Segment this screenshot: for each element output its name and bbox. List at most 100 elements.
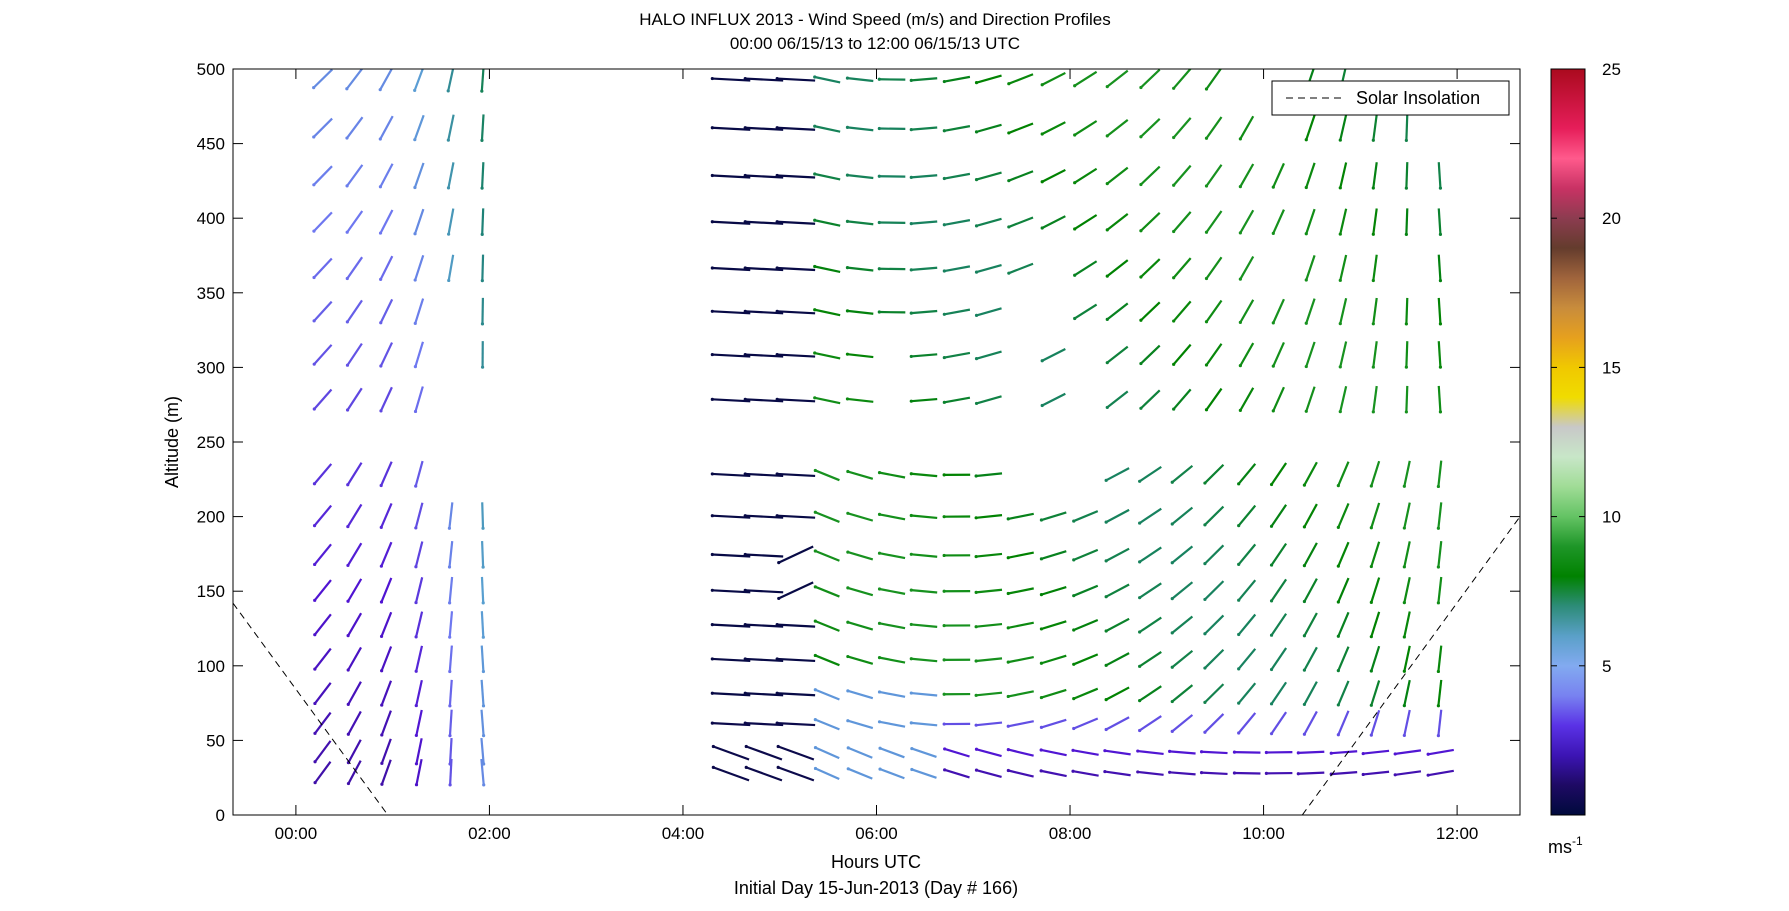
wind-barb-base	[1170, 631, 1174, 635]
wind-barb	[346, 542, 363, 568]
wind-barb	[414, 758, 423, 787]
wind-barb-base	[1040, 132, 1044, 136]
wind-barb-shaft	[1008, 769, 1034, 778]
wind-barb-base	[1168, 749, 1172, 754]
wind-barb-base	[1436, 734, 1440, 738]
wind-barb	[1170, 545, 1194, 565]
wind-barb-shaft	[1139, 616, 1162, 633]
wind-barb-shaft	[911, 623, 938, 628]
wind-barb-shaft	[745, 766, 783, 782]
wind-barb	[910, 767, 937, 779]
wind-barb	[1203, 683, 1225, 704]
wind-barb-shaft	[347, 612, 363, 637]
wind-barb-base	[346, 732, 350, 736]
wind-barb-base	[909, 399, 913, 403]
wind-barb-base	[777, 561, 781, 565]
wind-barb-shaft	[745, 353, 784, 358]
wind-barb-shaft	[1169, 750, 1196, 755]
x-axis-label: Hours UTC	[831, 852, 921, 872]
wind-barb-base	[743, 623, 747, 627]
wind-barb-base	[1039, 661, 1044, 665]
wind-barb	[1238, 299, 1255, 324]
wind-barb-shaft	[380, 710, 392, 736]
wind-barb	[1204, 387, 1223, 412]
wind-barb	[1437, 341, 1443, 369]
wind-barb-shaft	[1073, 717, 1099, 730]
wind-barb-base	[974, 313, 979, 317]
wind-barb-base	[1138, 664, 1142, 668]
wind-barb-shaft	[1270, 504, 1288, 527]
wind-barb-base	[775, 691, 779, 695]
wind-barb-shaft	[911, 589, 938, 594]
wind-barb	[1371, 114, 1378, 142]
wind-barb-shaft	[1041, 71, 1066, 86]
wind-barb-base	[909, 622, 913, 627]
wind-barb-shaft	[380, 759, 392, 785]
wind-barb-base	[379, 409, 383, 413]
wind-barb-shaft	[1270, 613, 1288, 636]
x-tick-label: 00:00	[275, 824, 318, 843]
wind-barb-base	[1237, 598, 1241, 602]
wind-barb	[312, 165, 333, 187]
wind-barb-shaft	[1403, 709, 1411, 736]
wind-barb-base	[1404, 365, 1408, 369]
wind-barb	[845, 76, 874, 83]
wind-barb	[1269, 613, 1288, 637]
wind-barb	[775, 691, 816, 697]
wind-barb-shaft	[1106, 69, 1129, 88]
wind-barb-base	[1199, 771, 1204, 775]
wind-barb	[942, 75, 971, 84]
wind-barb-base	[775, 352, 779, 357]
wind-barb-base	[813, 124, 817, 128]
wind-barb-base	[743, 352, 747, 357]
wind-barb-base	[1039, 518, 1044, 522]
wind-barb-shaft	[976, 171, 1002, 181]
wind-barb	[1336, 611, 1350, 638]
wind-barb	[909, 721, 938, 727]
wind-barb-base	[312, 183, 316, 187]
wind-barb-base	[1436, 704, 1440, 708]
wind-barb-base	[878, 746, 882, 750]
wind-barb-shaft	[1370, 502, 1381, 529]
wind-barb	[1204, 210, 1223, 234]
wind-barb	[1139, 212, 1161, 233]
wind-barb-base	[380, 761, 384, 765]
wind-barb	[447, 208, 455, 236]
wind-barb-base	[877, 720, 882, 724]
wind-barb-base	[1338, 232, 1342, 236]
wind-barb	[1338, 114, 1348, 142]
wind-barb-shaft	[1073, 653, 1099, 666]
wind-barb-shaft	[1204, 713, 1225, 733]
wind-barb	[346, 462, 363, 487]
wind-barb-shaft	[976, 552, 1003, 558]
wind-barb-shaft	[777, 721, 816, 727]
wind-barb-shaft	[814, 219, 841, 227]
wind-barb-base	[710, 623, 714, 627]
wind-barb-shaft	[1237, 504, 1257, 527]
wind-barb-shaft	[1239, 255, 1255, 280]
wind-barb-base	[1371, 138, 1375, 142]
wind-barb	[1039, 748, 1067, 757]
wind-barb-shaft	[1372, 254, 1378, 281]
wind-barb-shaft	[347, 646, 362, 671]
wind-barb-base	[813, 264, 817, 269]
wind-barb-shaft	[313, 579, 332, 602]
wind-barb	[909, 126, 938, 132]
wind-barb	[813, 264, 841, 273]
wind-barb-base	[942, 176, 946, 181]
wind-barb	[1404, 208, 1409, 236]
wind-barb-shaft	[1272, 341, 1285, 367]
wind-barb	[1361, 770, 1390, 777]
wind-barb-shaft	[380, 503, 393, 528]
wind-barb-base	[1296, 772, 1300, 776]
wind-barb	[710, 472, 751, 478]
wind-barb	[413, 208, 425, 236]
wind-barb-shaft	[1171, 545, 1194, 564]
wind-barb-shaft	[1437, 162, 1442, 189]
wind-barb	[775, 472, 816, 478]
wind-barb-shaft	[1270, 647, 1288, 671]
wind-barb-base	[345, 363, 350, 367]
wind-barb-shaft	[1237, 579, 1257, 601]
wind-barb-shaft	[814, 125, 841, 133]
wind-barb-shaft	[1205, 256, 1223, 280]
